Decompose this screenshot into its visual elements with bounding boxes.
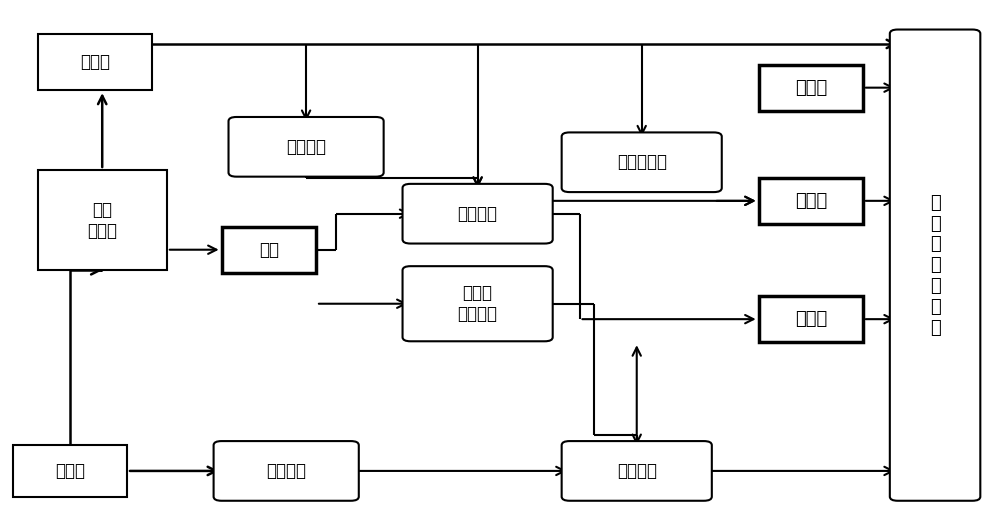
Bar [38,170,167,270]
FancyBboxPatch shape [890,30,980,501]
Text: 区
域
冷
热
电
负
荷: 区 域 冷 热 电 负 荷 [930,194,940,336]
FancyBboxPatch shape [229,117,384,177]
FancyBboxPatch shape [403,266,553,341]
Text: 热泵机组: 热泵机组 [458,205,498,223]
Text: 燃气
内燃机: 燃气 内燃机 [87,201,117,240]
Text: 吸收式
制冷机组: 吸收式 制冷机组 [458,284,498,323]
Text: 余热: 余热 [259,241,279,259]
Text: 热负荷: 热负荷 [795,310,827,328]
Text: 大电网: 大电网 [80,53,110,71]
Bar [38,34,152,90]
Text: 电负荷: 电负荷 [795,79,827,97]
Text: 燃气锅炉: 燃气锅炉 [266,462,306,480]
Text: 附属设备: 附属设备 [286,138,326,156]
Bar [759,64,863,111]
FancyBboxPatch shape [562,441,712,501]
Text: 天然气: 天然气 [55,462,85,480]
Text: 电制冷机组: 电制冷机组 [617,153,667,171]
FancyBboxPatch shape [562,133,722,192]
FancyBboxPatch shape [214,441,359,501]
Bar [13,445,127,497]
Bar [759,296,863,342]
FancyBboxPatch shape [403,184,553,243]
Text: 冷负荷: 冷负荷 [795,192,827,210]
Text: 蓄能设备: 蓄能设备 [617,462,657,480]
Bar [222,227,316,273]
Bar [759,178,863,224]
